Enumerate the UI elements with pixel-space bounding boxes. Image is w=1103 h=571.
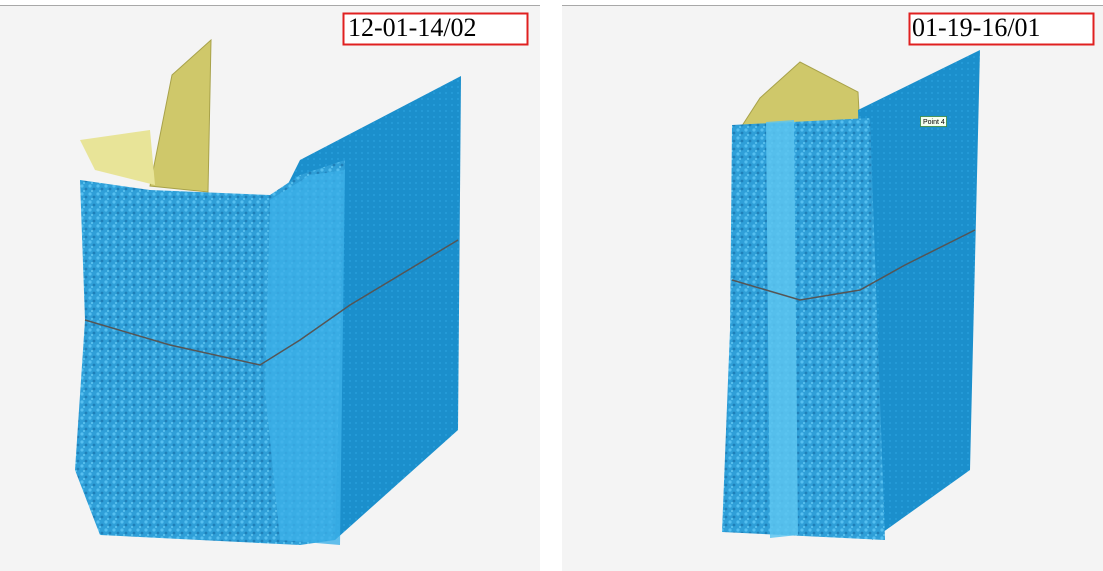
scan-ridge — [766, 120, 798, 538]
panel-label: 01-19-16/01 — [912, 13, 1041, 42]
screenshot: 12-01-14/02 Point 4 01-19-16/01 — [0, 0, 1103, 571]
scan-ridge — [265, 170, 345, 545]
annotation: Point 4 — [923, 119, 945, 126]
panel-label: 12-01-14/02 — [348, 13, 477, 42]
left-panel: 12-01-14/02 — [0, 6, 540, 571]
page: 12-01-14/02 Point 4 01-19-16/01 (() => {… — [0, 0, 1103, 571]
scan-front — [722, 118, 885, 540]
right-panel: Point 4 01-19-16/01 — [562, 6, 1103, 571]
